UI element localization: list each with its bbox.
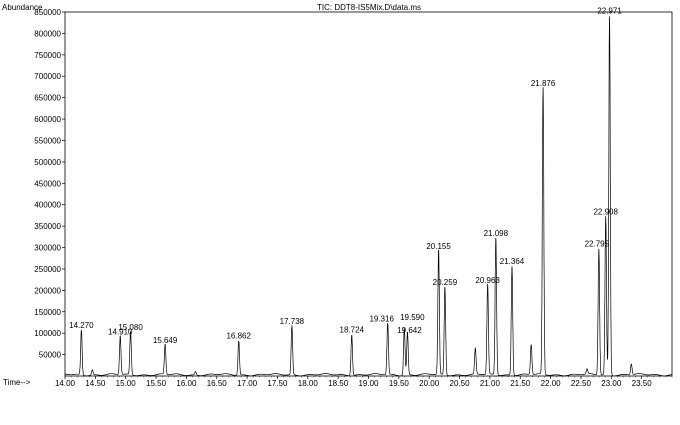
peak-label: 22.908 (593, 208, 618, 217)
x-tick-label: 16.50 (207, 379, 228, 388)
x-tick-label: 19.50 (389, 379, 410, 388)
ticks: 50000 100000 150000 200000 250000 300000 35000… (34, 8, 673, 388)
y-tick-label: 850000 (34, 8, 61, 17)
y-tick-label: 750000 (34, 51, 61, 60)
x-tick-label: 18.50 (328, 379, 349, 388)
y-tick-label: 150000 (34, 308, 61, 317)
tic-trace (65, 16, 673, 377)
x-tick-label: 14.00 (55, 379, 76, 388)
peak-label: 22.971 (597, 6, 622, 15)
y-tick-label: 500000 (34, 158, 61, 167)
y-tick-label: 200000 (34, 286, 61, 295)
peak-label: 21.098 (484, 229, 509, 238)
x-tick-label: 14.50 (85, 379, 106, 388)
x-tick-label: 19.00 (358, 379, 379, 388)
peak-label: 20.259 (433, 278, 458, 287)
x-tick-label: 22.00 (541, 379, 562, 388)
y-tick-label: 250000 (34, 265, 61, 274)
y-tick-label: 400000 (34, 201, 61, 210)
y-tick-label: 650000 (34, 94, 61, 103)
x-tick-label: 21.00 (480, 379, 501, 388)
peak-label: 21.876 (531, 79, 556, 88)
x-tick-label: 22.50 (571, 379, 592, 388)
x-tick-label: 18.00 (298, 379, 319, 388)
peak-label: 14.270 (69, 321, 94, 330)
peak-label: 15.649 (153, 336, 178, 345)
y-tick-label: 300000 (34, 244, 61, 253)
y-tick-label: 800000 (34, 29, 61, 38)
peak-label: 20.155 (426, 242, 451, 251)
x-tick-label: 23.00 (601, 379, 622, 388)
x-tick-label: 15.00 (116, 379, 137, 388)
y-tick-label: 700000 (34, 72, 61, 81)
y-tick-label: 600000 (34, 115, 61, 124)
y-tick-label: 100000 (34, 329, 61, 338)
peak-label: 19.316 (369, 315, 394, 324)
y-tick-label: 450000 (34, 179, 61, 188)
peak-label: 15.080 (118, 323, 143, 332)
x-tick-label: 17.00 (237, 379, 258, 388)
x-tick-label: 23.50 (632, 379, 653, 388)
y-tick-label: 350000 (34, 222, 61, 231)
peak-label: 16.862 (226, 332, 251, 341)
peak-label: 21.364 (500, 257, 525, 266)
y-tick-label: 550000 (34, 136, 61, 145)
x-tick-label: 15.50 (146, 379, 167, 388)
peak-label: 19.642 (397, 326, 422, 335)
peak-label: 14.910 (108, 327, 133, 336)
peak-label: 20.963 (475, 276, 500, 285)
x-tick-label: 17.50 (267, 379, 288, 388)
y-tick-label: 50000 (39, 351, 62, 360)
x-tick-label: 20.50 (450, 379, 471, 388)
y-axis-label: Abundance (2, 3, 43, 12)
x-tick-label: 16.00 (176, 379, 197, 388)
x-axis-label: Time--> (3, 378, 31, 387)
peak-label: 19.590 (400, 313, 425, 322)
peak-label: 22.795 (585, 240, 610, 249)
peak-label: 17.738 (280, 317, 305, 326)
peak-label: 18.724 (340, 325, 365, 334)
x-tick-label: 21.50 (510, 379, 531, 388)
chart-title: TIC: DDT8-IS5Mix.D\data.ms (317, 3, 421, 12)
x-tick-label: 20.00 (419, 379, 440, 388)
